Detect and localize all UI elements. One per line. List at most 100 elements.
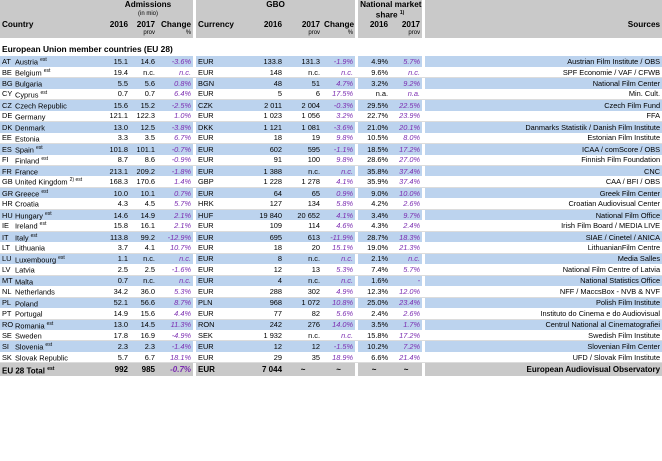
cell-s16: 22.7% <box>358 110 391 123</box>
cell-src: National Film Office <box>425 209 662 221</box>
cell-country: Lithuania <box>13 242 103 254</box>
cell-country: Malta <box>13 275 103 287</box>
cell-a16: 3.7 <box>103 242 130 254</box>
cell-src: FFA <box>425 110 662 123</box>
cell-a17: 99.2 <box>130 231 157 243</box>
cell-code: LV <box>0 264 13 276</box>
cell-ach: n.c. <box>157 253 194 265</box>
cell-a16: 2.3 <box>103 340 130 352</box>
table-row: IE Ireland est 15.8 16.1 2.1% EUR 109 114 4.6% 4.… <box>0 220 662 232</box>
cell-gch: -1.9% <box>322 56 356 67</box>
cell-s16: 9.0% <box>358 187 391 199</box>
cell-code: MT <box>0 275 13 287</box>
total-row: EU 28 Total est 992 985 -0.7% EUR 7 044 … <box>0 362 662 377</box>
cell-gch: 4.7% <box>322 77 356 89</box>
cell-gch: n.c. <box>322 275 356 287</box>
cell-a16: 8.7 <box>103 154 130 166</box>
cell-ach: 18.1% <box>157 351 194 364</box>
cell-code: AT <box>0 56 13 67</box>
cell-s16: 28.7% <box>358 231 391 243</box>
header-row-3: Country 2016 2017 Change Currency 2016 2… <box>0 19 662 30</box>
cell-s16: 4.9% <box>358 56 391 67</box>
cell-cur: EUR <box>196 231 247 243</box>
cell-src: Centrul National al Cinematografiei <box>425 319 662 331</box>
cell-cur: EUR <box>196 56 247 67</box>
cell-cur: SEK <box>196 330 247 342</box>
cell-code: IT <box>0 231 13 243</box>
adm-change-header: Change <box>157 19 194 30</box>
cell-src: SIAE / Cinetel / ANICA <box>425 231 662 243</box>
cell-a17: 10.1 <box>130 187 157 199</box>
cell-gch: 4.9% <box>322 286 356 298</box>
table-row: LT Lithuania 3.7 4.1 10.7% EUR 18 20 15.1% 19.0%… <box>0 242 662 254</box>
cell-s16: 4.2% <box>358 198 391 210</box>
cell-g16: 242 <box>246 319 285 331</box>
share-header: share 1) <box>358 9 423 20</box>
cell-gch: n.c. <box>322 165 356 177</box>
cell-a16: 13.0 <box>103 319 130 331</box>
cell-s16: 28.6% <box>358 154 391 166</box>
cell-g17: 19 <box>284 132 323 145</box>
cell-a17: 8.6 <box>130 154 157 166</box>
cell-a16: 17.8 <box>103 330 130 342</box>
cell-ach: -1.8% <box>157 165 194 177</box>
cell-country: Poland <box>13 297 103 309</box>
cell-s16: 18.5% <box>358 143 391 155</box>
cell-src: National Film Centre of Latvia <box>425 264 662 276</box>
cell-src: Irish Film Board / MEDIA LIVE <box>425 220 662 232</box>
cell-a17: n.c. <box>130 275 157 287</box>
cell-a16: 101.8 <box>103 143 130 155</box>
cell-a16: 19.4 <box>103 66 130 79</box>
cell-g17: 595 <box>284 143 323 155</box>
cell-code: LT <box>0 242 13 254</box>
cell-g16: 5 <box>246 88 285 101</box>
cell-gch: 18.9% <box>322 351 356 364</box>
cell-a16: 4.3 <box>103 198 130 210</box>
cell-country: Romania est <box>13 319 103 331</box>
cell-g16: 19 840 <box>246 209 285 221</box>
table-row: SI Slovenia est 2.3 2.3 -1.4% EUR 12 12 -1.5% 10.… <box>0 340 662 352</box>
cell-s17: 37.4% <box>390 176 423 188</box>
cell-cur: EUR <box>196 275 247 287</box>
cell-s17: 37.4% <box>390 165 423 177</box>
cell-src: Finnish Film Foundation <box>425 154 662 166</box>
cell-country: United Kingdom 2) est <box>13 176 103 188</box>
cell-g17: 2 004 <box>284 99 323 111</box>
cell-country: Hungary est <box>13 209 103 221</box>
country-header: Country <box>0 19 103 30</box>
cell-ach: 2.1% <box>157 209 194 221</box>
table-row: DE Germany 121.1 122.3 1.0% EUR 1 023 1 056 3.2… <box>0 110 662 123</box>
cell-g17: 1 072 <box>284 297 323 309</box>
table-row: ES Spain est 101.8 101.1 -0.7% EUR 602 595 -1.1%… <box>0 143 662 155</box>
gbo-2016-header: 2016 <box>246 19 285 30</box>
cell-s17: 7.2% <box>390 340 423 352</box>
cell-a17: 56.6 <box>130 297 157 309</box>
total-s16: ~ <box>358 362 391 377</box>
cell-code: IE <box>0 220 13 232</box>
cell-g17: 134 <box>284 198 323 210</box>
table-row: BE Belgium est 19.4 n.c. n.c. EUR 148 n.c. n.c. 9… <box>0 66 662 79</box>
cell-ach: 8.7% <box>157 297 194 309</box>
table-row: MT Malta 0.7 n.c. n.c. EUR 4 n.c. n.c. 1.6% - Nati… <box>0 275 662 287</box>
cell-g16: 695 <box>246 231 285 243</box>
cell-ach: -0.7% <box>157 143 194 155</box>
cell-a17: 5.6 <box>130 77 157 89</box>
table-row: LU Luxembourg est 1.1 n.c. n.c. EUR 8 n.c. n.c. 2… <box>0 253 662 265</box>
gbo-prov-label: prov <box>284 29 323 39</box>
admissions-header: Admissions <box>103 0 194 10</box>
cell-ach: -1.6% <box>157 264 194 276</box>
cell-s17: 27.0% <box>390 154 423 166</box>
cell-code: CY <box>0 88 13 101</box>
cell-ach: 5.3% <box>157 286 194 298</box>
table-row: PT Portugal 14.9 15.6 4.4% EUR 77 82 5.6% 2.4% 2.… <box>0 308 662 320</box>
table-row: BG Bulgaria 5.5 5.6 0.8% BGN 48 51 4.7% 3.2% 9.2%… <box>0 77 662 89</box>
cell-country: Cyprus est <box>13 88 103 101</box>
cell-s17: 23.9% <box>390 110 423 123</box>
cell-s17: 21.4% <box>390 351 423 364</box>
cell-ach: 11.3% <box>157 319 194 331</box>
cell-gch: 14.0% <box>322 319 356 331</box>
cell-g17: 131.3 <box>284 56 323 67</box>
cell-country: Spain est <box>13 143 103 155</box>
cell-a17: 14.5 <box>130 319 157 331</box>
cell-s16: 10.5% <box>358 132 391 145</box>
